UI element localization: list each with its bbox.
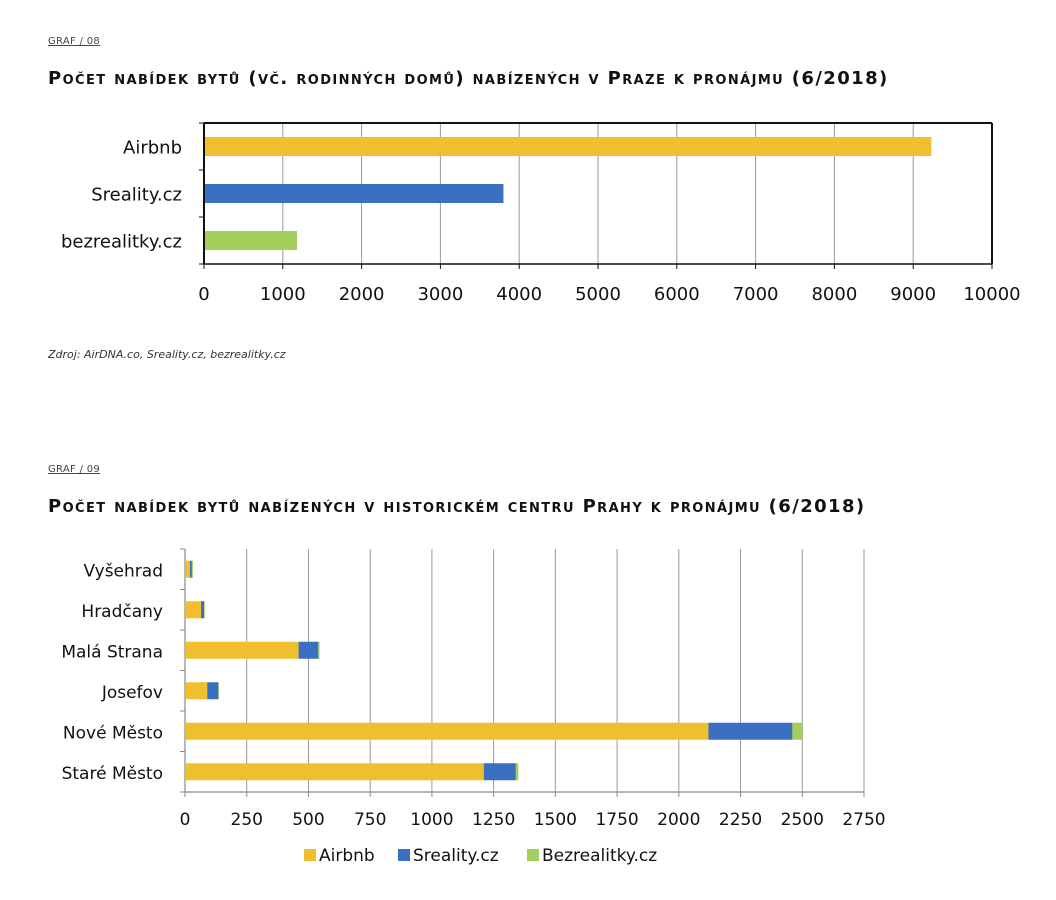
chart1-svg: 0 1000 2000 3000 4000 5000 6000 7000 8000 9000 100… xyxy=(61,122,1021,305)
chart2-bar-stare-mesto-bezrealitky-cz xyxy=(515,763,519,781)
chart1-bar-sreality-cz xyxy=(205,184,504,203)
chart2-x-tick-label: 0 xyxy=(180,810,191,830)
chart2-x-tick-label: 500 xyxy=(292,810,324,830)
chart1-x-tick-label: 5000 xyxy=(575,284,621,305)
chart2-x-tick-label: 250 xyxy=(231,810,263,830)
chart1-x-tick-label: 2000 xyxy=(339,284,385,305)
chart1-x-tick-label: 9000 xyxy=(890,284,936,305)
chart2-legend-label-airbnb: Airbnb xyxy=(319,846,375,866)
chart2-bar-nove-mesto-airbnb xyxy=(186,722,709,740)
chart2-bar-vysehrad-sreality-cz xyxy=(189,560,192,578)
chart2-category-label: Josefov xyxy=(101,683,163,703)
chart2-category-label: Staré Město xyxy=(62,764,163,784)
chart2-legend-label-bezrealitky-cz: Bezrealitky.cz xyxy=(542,846,657,866)
chart1-category-label: bezrealitky.cz xyxy=(61,232,182,253)
chart1-bar-airbnb xyxy=(205,137,932,156)
chart2-x-tick-label: 1750 xyxy=(595,810,638,830)
chart2-legend-swatch-bezrealitky-cz xyxy=(527,849,539,861)
chart1-source: Zdroj: AirDNA.co, Sreality.cz, bezrealit… xyxy=(48,348,286,361)
chart2-category-label: Hradčany xyxy=(81,602,163,622)
chart1-bar-bezrealitky-cz xyxy=(205,231,297,250)
chart2-legend-label-sreality-cz: Sreality.cz xyxy=(413,846,499,866)
chart1-x-tick-label: 7000 xyxy=(733,284,779,305)
chart1-x-tick-label: 8000 xyxy=(811,284,857,305)
chart1-x-tick-label: 0 xyxy=(198,284,209,305)
chart2-category-label: Malá Strana xyxy=(61,642,163,662)
chart1-graf-label: GRAF / 08 xyxy=(48,36,101,47)
chart1-title: Počet nabídek bytů (vč. rodinných domů) … xyxy=(48,68,889,89)
chart2-bar-nove-mesto-sreality-cz xyxy=(708,722,793,740)
chart2-x-tick-label: 750 xyxy=(354,810,386,830)
chart2-bar-stare-mesto-sreality-cz xyxy=(483,763,516,781)
chart1-x-tick-label: 3000 xyxy=(417,284,463,305)
chart2-x-tick-label: 1500 xyxy=(534,810,577,830)
chart2-category-label: Vyšehrad xyxy=(83,561,163,581)
chart2-bar-hradcany-sreality-cz xyxy=(201,601,205,619)
chart2-bar-mala-strana-sreality-cz xyxy=(298,641,319,659)
chart2-x-tick-label: 2500 xyxy=(781,810,824,830)
chart2-x-tick-label: 2750 xyxy=(842,810,885,830)
chart2-x-tick-label: 2250 xyxy=(719,810,762,830)
chart2-bar-stare-mesto-airbnb xyxy=(186,763,484,781)
chart1-category-label: Airbnb xyxy=(123,138,182,159)
chart2-x-tick-label: 2000 xyxy=(657,810,700,830)
chart2-legend-swatch-airbnb xyxy=(304,849,316,861)
chart1-x-tick-label: 6000 xyxy=(654,284,700,305)
chart2-bar-josefov-sreality-cz xyxy=(207,682,219,700)
chart2-bar-vysehrad-airbnb xyxy=(186,560,190,578)
chart2-x-tick-label: 1250 xyxy=(472,810,515,830)
chart1-x-tick-label: 10000 xyxy=(963,284,1020,305)
chart2-bar-josefov-bezrealitky-cz xyxy=(218,682,220,700)
chart1-category-label: Sreality.cz xyxy=(91,185,182,206)
chart2-bar-vysehrad-bezrealitky-cz xyxy=(191,560,193,578)
chart2-bar-hradcany-airbnb xyxy=(186,601,202,619)
chart1-x-tick-label: 4000 xyxy=(496,284,542,305)
chart2-x-tick-label: 1000 xyxy=(410,810,453,830)
chart2-bar-hradcany-bezrealitky-cz xyxy=(204,601,205,619)
chart2-category-label: Nové Město xyxy=(63,723,163,743)
chart2-graf-label: GRAF / 09 xyxy=(48,464,101,475)
chart2-bar-josefov-airbnb xyxy=(186,682,208,700)
chart2-title: Počet nabídek bytů nabízených v historic… xyxy=(48,496,866,517)
chart2-legend-swatch-sreality-cz xyxy=(398,849,410,861)
chart2-bar-nove-mesto-bezrealitky-cz xyxy=(792,722,803,740)
chart2-bar-mala-strana-bezrealitky-cz xyxy=(318,641,320,659)
chart2-bar-mala-strana-airbnb xyxy=(186,641,299,659)
chart1-x-tick-label: 1000 xyxy=(260,284,306,305)
